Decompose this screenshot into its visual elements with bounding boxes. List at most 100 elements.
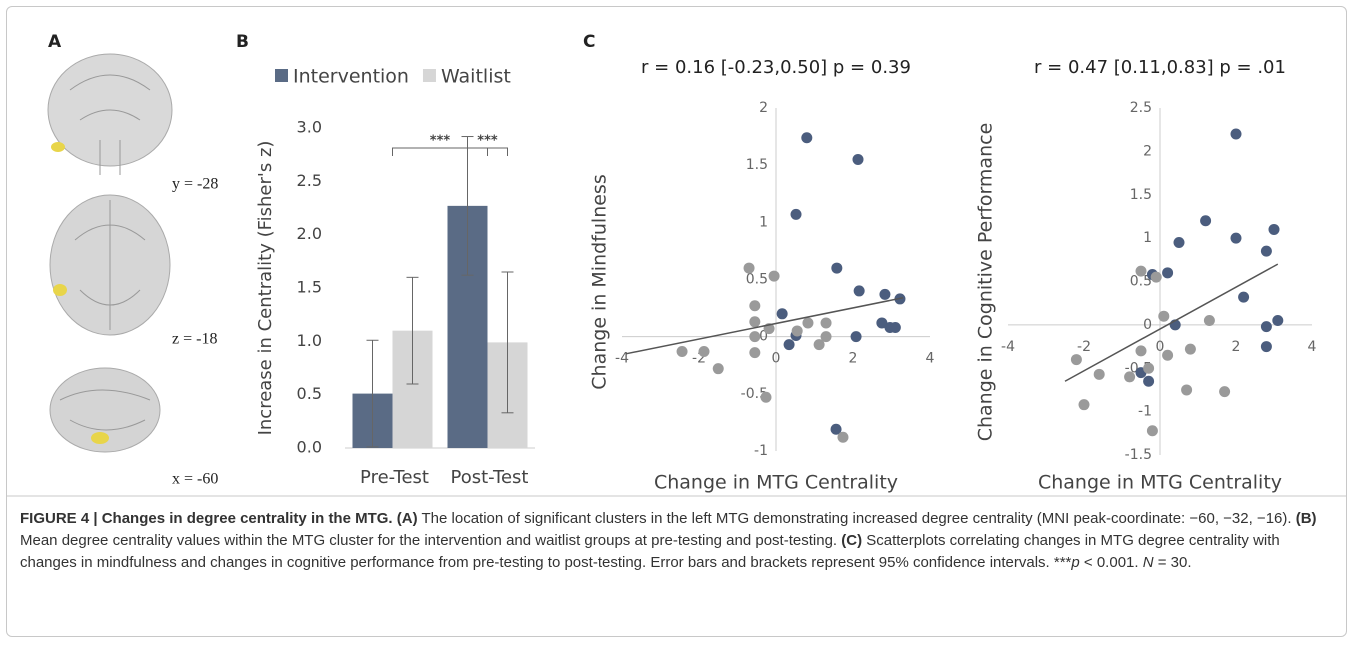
error-bar [366, 339, 379, 448]
brain-sagittal [49, 367, 161, 453]
y-tick-label: 0.5 [297, 384, 322, 403]
x-tick-label: -2 [1077, 339, 1091, 355]
caption-run: (B) [1295, 510, 1317, 527]
caption-run: (A) [396, 510, 418, 527]
caption-run: The location of significant clusters in … [417, 510, 1296, 527]
caption-run: p [1071, 554, 1080, 571]
panel-label: B [236, 32, 249, 52]
y-tick-label: 2.0 [297, 224, 322, 243]
slice-label: y = -28 [172, 176, 218, 193]
slice-label: x = -60 [172, 471, 218, 488]
y-tick-label: 0.5 [746, 272, 768, 288]
point [698, 346, 710, 358]
brain-detail [74, 200, 146, 330]
figure-frame [6, 6, 1347, 637]
y-tick-label: 0 [759, 329, 768, 345]
point [676, 346, 688, 358]
y-tick-label: 2.5 [1130, 100, 1152, 116]
panel-label: C [583, 32, 595, 52]
caption-run: (C) [841, 532, 863, 549]
point [1135, 265, 1147, 277]
point [760, 391, 772, 403]
x-tick-label: 4 [926, 351, 935, 367]
point [1272, 315, 1284, 327]
point [1260, 341, 1272, 353]
slice-label: z = -18 [172, 331, 217, 348]
x-tick-label: -4 [1001, 339, 1015, 355]
y-tick-label: 0 [1143, 317, 1152, 333]
brain-detail [69, 74, 151, 175]
point [853, 285, 865, 297]
y-tick-label: 2.5 [297, 171, 322, 190]
x-tick-label: 2 [849, 351, 858, 367]
x-tick-label: 0 [1156, 339, 1165, 355]
x-axis-title: Change in MTG Centrality [1038, 472, 1282, 494]
y-tick-label: 1.5 [1130, 187, 1152, 203]
cluster [53, 284, 67, 296]
brain-detail [59, 389, 151, 431]
trendline [625, 297, 904, 355]
legend-label: Waitlist [441, 66, 511, 88]
point [1093, 368, 1105, 380]
point [1200, 215, 1212, 227]
point [1268, 223, 1280, 235]
point [1203, 315, 1215, 327]
y-tick-label: 1 [1143, 230, 1152, 246]
y-tick-label: -1 [1138, 404, 1152, 420]
x-tick-label: Pre-Test [360, 467, 429, 488]
point [1230, 232, 1242, 244]
point [1135, 345, 1147, 357]
point [830, 423, 842, 435]
caption-run: = 30. [1153, 554, 1192, 571]
y-axis-title: Change in Cognitive Performance [975, 123, 997, 442]
y-tick-label: 2 [759, 100, 768, 116]
point [783, 339, 795, 351]
y-tick-label: 2 [1143, 143, 1152, 159]
point [749, 347, 761, 359]
point [1158, 310, 1170, 322]
point [876, 317, 888, 329]
point [776, 308, 788, 320]
cluster [91, 432, 109, 444]
x-tick-label: 2 [1232, 339, 1241, 355]
point [889, 322, 901, 334]
point [852, 153, 864, 165]
point [712, 363, 724, 375]
chart-title: r = 0.47 [0.11,0.83] p = .01 [1034, 57, 1286, 78]
point [1162, 267, 1174, 279]
x-tick-label: 0 [772, 351, 781, 367]
legend-label: Intervention [293, 66, 409, 88]
chart-title: r = 0.16 [-0.23,0.50] p = 0.39 [641, 57, 911, 78]
point [1173, 236, 1185, 248]
point [850, 331, 862, 343]
bracket [467, 147, 508, 156]
cluster [51, 142, 65, 152]
point [743, 262, 755, 274]
caption-run: < 0.001. [1079, 554, 1143, 571]
y-tick-label: -1 [754, 443, 768, 459]
x-tick-label: -4 [615, 351, 629, 367]
point [813, 339, 825, 351]
brain-images [47, 53, 173, 453]
point [1143, 375, 1155, 387]
point [1143, 362, 1155, 374]
trendline [1064, 263, 1279, 382]
point [1124, 371, 1136, 383]
legend-swatch [275, 69, 288, 82]
significance-label: *** [430, 134, 451, 149]
point [801, 132, 813, 144]
y-tick-label: 1.5 [746, 157, 768, 173]
y-tick-label: -1.5 [1125, 447, 1152, 463]
x-tick-label: 4 [1308, 339, 1317, 355]
y-tick-label: 1.5 [297, 278, 322, 297]
figure: A B C y = -28 z = -18 x = -60 0.0 0.5 1.0 1… [7, 32, 1347, 497]
point [1162, 349, 1174, 361]
caption-run: N [1142, 554, 1154, 571]
point [1230, 128, 1242, 140]
point [1260, 245, 1272, 257]
caption-run: Mean degree centrality values within the… [20, 532, 842, 549]
point [1181, 384, 1193, 396]
point [791, 325, 803, 337]
point [1219, 386, 1231, 398]
